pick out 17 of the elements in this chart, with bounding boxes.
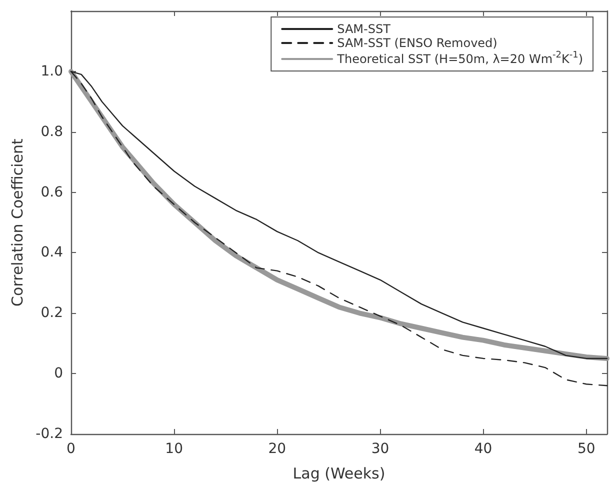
y-axis-title: Correlation Coefficient	[8, 138, 26, 306]
x-tick-label: 30	[371, 441, 390, 457]
x-tick-label: 40	[474, 441, 492, 457]
y-tick-label: 0.8	[40, 124, 63, 140]
y-tick-label: -0.2	[36, 426, 63, 442]
y-tick-label: 0	[54, 366, 63, 382]
y-tick-label: 0.6	[40, 184, 64, 200]
legend-label: SAM-SST (ENSO Removed)	[337, 36, 498, 50]
y-tick-label: 0.4	[40, 244, 64, 261]
y-tick-label: 0.2	[40, 305, 63, 322]
legend-label: SAM-SST	[337, 22, 392, 36]
x-axis-title: Lag (Weeks)	[292, 464, 386, 482]
x-tick-label: 10	[165, 441, 183, 457]
y-tick-label: 1.0	[40, 63, 63, 80]
x-tick-label: 20	[268, 441, 286, 457]
x-tick-label: 0	[66, 441, 76, 457]
x-tick-label: 50	[577, 441, 596, 457]
